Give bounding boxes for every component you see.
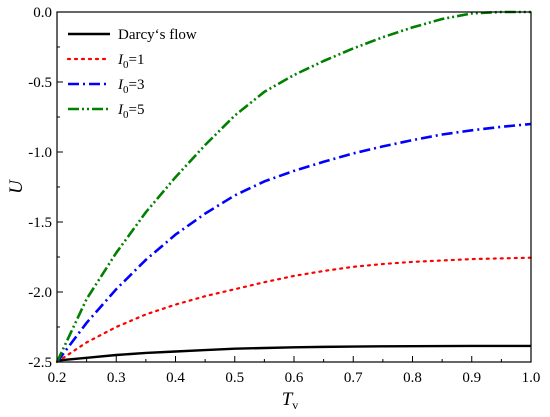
x-tick-label: 0.3 bbox=[107, 370, 126, 386]
series-line-0 bbox=[56, 344, 531, 362]
y-tick-label: -0.5 bbox=[28, 75, 52, 91]
ticks-layer bbox=[56, 11, 532, 363]
y-tick-label: -1.5 bbox=[28, 215, 52, 231]
tick-labels: 0.2 0.3 0.4 0.5 0.6 0.7 0.8 0.9 1.0 -2.5 -2.0 -1.5 -… bbox=[28, 5, 540, 386]
legend-label-3: I0=5 bbox=[117, 102, 144, 121]
legend-label-2: I0=3 bbox=[117, 77, 144, 96]
x-tick-label: 0.6 bbox=[285, 370, 304, 386]
series-line-1 bbox=[55, 256, 533, 364]
legend: Darcy‘s flow I0=1 I0=3 I0=5 bbox=[66, 27, 197, 121]
y-tick-label: -1.0 bbox=[28, 145, 52, 161]
x-tick-label: 0.8 bbox=[403, 370, 422, 386]
x-tick-label: 0.5 bbox=[225, 370, 244, 386]
x-tick-label: 0.9 bbox=[462, 370, 481, 386]
x-axis-title: Tv bbox=[282, 389, 299, 412]
legend-label-1: I0=1 bbox=[117, 52, 144, 71]
series-line-3 bbox=[55, 10, 531, 363]
x-tick-label: 0.7 bbox=[344, 370, 363, 386]
x-tick-label: 0.4 bbox=[166, 370, 185, 386]
y-tick-label: -2.0 bbox=[28, 285, 52, 301]
x-tick-label: 0.2 bbox=[48, 370, 67, 386]
y-tick-label: -2.5 bbox=[28, 355, 52, 371]
y-tick-label: 0.0 bbox=[33, 5, 52, 21]
x-tick-label: 1.0 bbox=[522, 370, 541, 386]
legend-label-0: Darcy‘s flow bbox=[118, 27, 197, 43]
series-layer bbox=[55, 10, 533, 364]
y-axis-title: U bbox=[6, 179, 27, 194]
series-line-2 bbox=[55, 122, 532, 363]
